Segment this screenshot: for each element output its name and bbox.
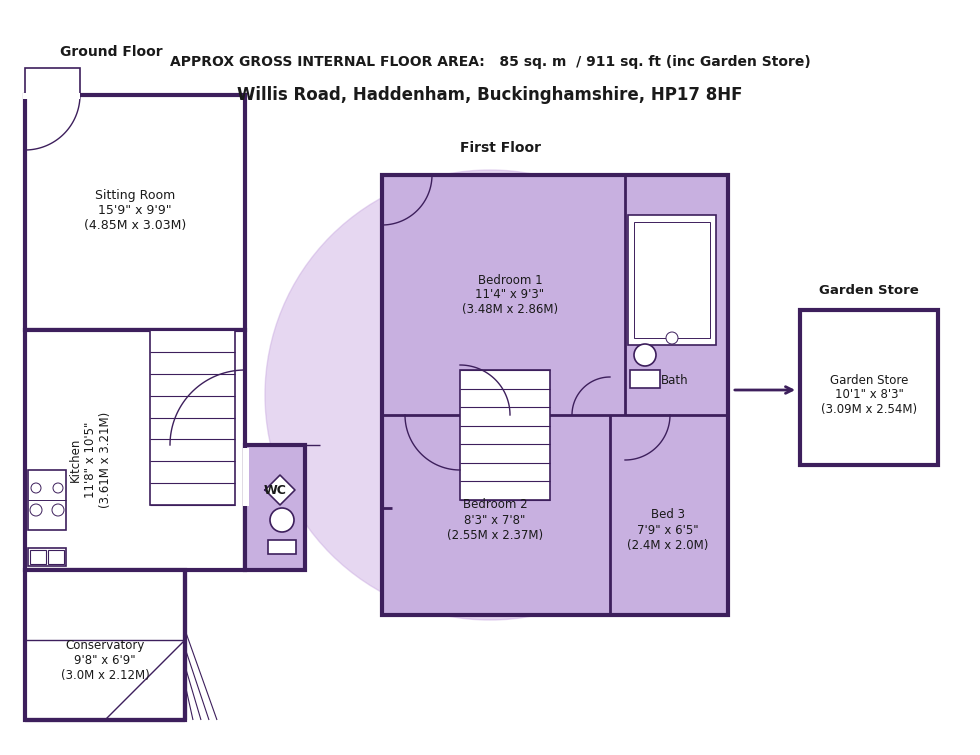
Circle shape <box>666 332 678 344</box>
Text: Conservatory
9'8" x 6'9"
(3.0M x 2.12M): Conservatory 9'8" x 6'9" (3.0M x 2.12M) <box>61 639 149 682</box>
Text: Kitchen
11'8" x 10'5"
(3.61M x 3.21M): Kitchen 11'8" x 10'5" (3.61M x 3.21M) <box>69 412 112 508</box>
Text: Ground Floor: Ground Floor <box>60 45 163 59</box>
Text: APPROX GROSS INTERNAL FLOOR AREA:   85 sq. m  / 911 sq. ft (inc Garden Store): APPROX GROSS INTERNAL FLOOR AREA: 85 sq.… <box>170 55 810 69</box>
Circle shape <box>31 483 41 493</box>
Circle shape <box>30 504 42 516</box>
Bar <box>630 370 660 388</box>
Bar <box>268 540 296 554</box>
Bar <box>30 550 46 564</box>
Circle shape <box>53 483 63 493</box>
Text: Willis Road, Haddenham, Buckinghamshire, HP17 8HF: Willis Road, Haddenham, Buckinghamshire,… <box>237 86 743 104</box>
Bar <box>628 215 716 345</box>
Text: Bed 3
7'9" x 6'5"
(2.4M x 2.0M): Bed 3 7'9" x 6'5" (2.4M x 2.0M) <box>627 509 709 551</box>
Bar <box>382 175 728 615</box>
Bar <box>245 445 305 570</box>
Polygon shape <box>265 475 295 505</box>
Text: WC: WC <box>264 483 286 497</box>
Bar <box>25 570 185 720</box>
Circle shape <box>270 508 294 532</box>
Text: Bedroom 2
8'3" x 7'8"
(2.55M x 2.37M): Bedroom 2 8'3" x 7'8" (2.55M x 2.37M) <box>447 498 543 541</box>
Bar <box>25 95 245 330</box>
Bar <box>48 550 64 564</box>
Bar <box>28 548 66 566</box>
Circle shape <box>634 344 656 366</box>
Bar <box>800 310 938 465</box>
Bar <box>243 448 249 506</box>
Bar <box>150 330 235 505</box>
Bar <box>460 370 550 500</box>
Bar <box>634 222 710 338</box>
Bar <box>25 330 245 570</box>
Bar <box>25 68 80 95</box>
Text: Bedroom 1
11'4" x 9'3"
(3.48M x 2.86M): Bedroom 1 11'4" x 9'3" (3.48M x 2.86M) <box>462 273 558 316</box>
Text: Sitting Room
15'9" x 9'9"
(4.85M x 3.03M): Sitting Room 15'9" x 9'9" (4.85M x 3.03M… <box>84 189 186 232</box>
Text: First Floor: First Floor <box>460 141 541 155</box>
Bar <box>23 93 80 99</box>
Circle shape <box>52 504 64 516</box>
Circle shape <box>265 170 715 620</box>
Text: Bath: Bath <box>662 374 689 387</box>
Bar <box>28 470 66 530</box>
Text: Garden Store: Garden Store <box>819 283 919 297</box>
Text: Garden Store
10'1" x 8'3"
(3.09M x 2.54M): Garden Store 10'1" x 8'3" (3.09M x 2.54M… <box>821 374 917 417</box>
